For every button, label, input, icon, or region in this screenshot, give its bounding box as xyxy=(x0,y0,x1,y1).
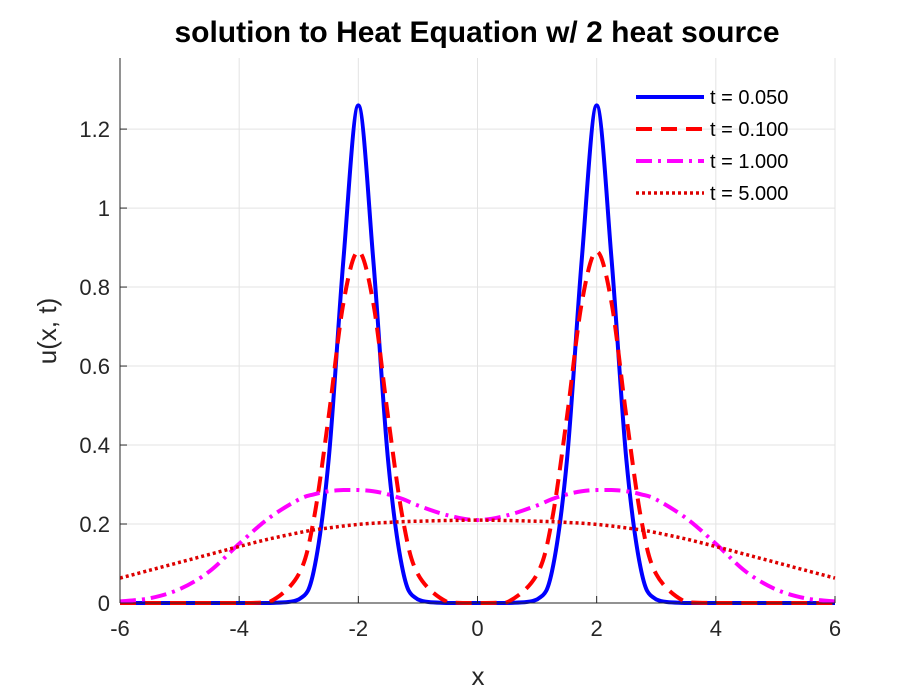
series-line-3 xyxy=(119,488,836,604)
x-tick-label: 0 xyxy=(471,616,483,641)
y-axis-label: u(x, t) xyxy=(32,298,62,364)
legend: t = 0.050 t = 0.100 t = 1.000 t = 5.000 xyxy=(636,87,788,205)
series-line-4 xyxy=(119,518,836,580)
legend-label: t = 0.050 xyxy=(710,87,788,109)
x-tick-label: -4 xyxy=(229,616,249,641)
y-tick-label: 0.8 xyxy=(79,275,110,300)
y-tick-label: 0 xyxy=(98,591,110,616)
legend-label: t = 0.100 xyxy=(710,119,788,141)
x-axis-label: x xyxy=(472,661,485,691)
x-tick-label: -2 xyxy=(349,616,369,641)
y-tick-label: 1.2 xyxy=(79,117,110,142)
axes xyxy=(119,58,836,604)
y-tick-label: 0.6 xyxy=(79,354,110,379)
x-tick-label: -6 xyxy=(110,616,130,641)
tick-labels: -6 -4 -2 0 2 4 6 0 0.2 0.4 0.6 0.8 1 1.2 xyxy=(79,117,841,641)
y-tick-label: 0.2 xyxy=(79,512,110,537)
x-tick-label: 6 xyxy=(829,616,841,641)
x-tick-label: 4 xyxy=(710,616,722,641)
series-line-2 xyxy=(120,249,835,605)
y-tick-label: 1 xyxy=(98,196,110,221)
legend-label: t = 1.000 xyxy=(710,151,788,173)
x-tick-label: 2 xyxy=(591,616,603,641)
y-tick-label: 0.4 xyxy=(79,433,110,458)
legend-label: t = 5.000 xyxy=(710,183,788,205)
chart-title: solution to Heat Equation w/ 2 heat sour… xyxy=(174,16,779,49)
